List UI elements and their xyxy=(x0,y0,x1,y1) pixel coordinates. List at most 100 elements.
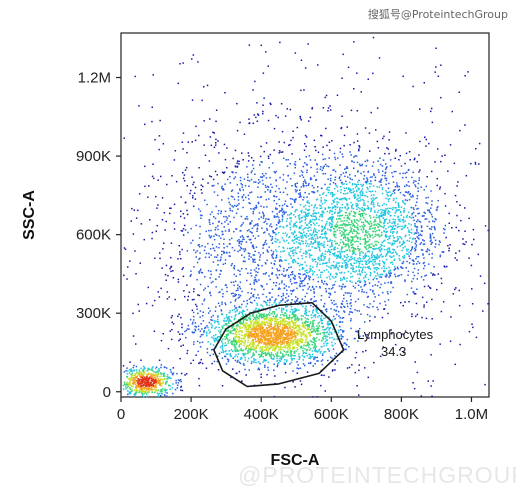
event-point xyxy=(398,188,400,191)
event-point xyxy=(273,171,276,173)
event-point xyxy=(430,385,432,387)
event-point xyxy=(278,359,281,362)
event-point xyxy=(281,280,283,282)
event-point xyxy=(229,355,232,357)
event-point xyxy=(311,325,313,328)
event-point xyxy=(316,330,319,333)
event-point xyxy=(304,295,306,298)
event-point xyxy=(160,366,162,369)
event-point xyxy=(182,267,184,269)
event-point xyxy=(386,291,389,293)
event-point xyxy=(216,174,218,176)
event-point xyxy=(256,302,258,305)
event-point xyxy=(195,224,197,227)
event-point xyxy=(360,286,362,288)
event-point xyxy=(275,304,277,306)
event-point xyxy=(396,253,398,256)
event-point xyxy=(296,309,298,311)
event-point xyxy=(291,273,294,275)
event-point xyxy=(167,274,169,277)
event-point xyxy=(377,281,380,283)
event-point xyxy=(349,276,352,278)
event-point xyxy=(413,387,416,390)
event-point xyxy=(307,314,309,317)
event-point xyxy=(358,264,360,267)
event-point xyxy=(266,249,268,251)
event-point xyxy=(309,355,312,358)
event-point xyxy=(416,208,418,210)
event-point xyxy=(278,260,281,262)
event-point xyxy=(327,228,329,231)
event-point xyxy=(245,196,247,199)
event-point xyxy=(268,167,270,169)
event-point xyxy=(293,311,296,313)
event-point xyxy=(297,257,299,260)
event-point xyxy=(123,247,126,249)
event-point xyxy=(305,242,307,245)
event-point xyxy=(297,367,300,370)
event-point xyxy=(275,274,278,276)
event-point xyxy=(199,233,201,235)
event-point xyxy=(328,222,331,224)
event-point xyxy=(329,105,331,107)
event-point xyxy=(318,246,321,249)
event-point xyxy=(311,270,313,272)
event-point xyxy=(394,265,396,268)
event-point xyxy=(402,260,405,263)
event-point xyxy=(275,203,278,205)
event-point xyxy=(314,356,316,358)
event-point xyxy=(238,319,240,321)
event-point xyxy=(284,187,287,189)
event-point xyxy=(314,203,317,206)
event-point xyxy=(301,220,303,222)
event-point xyxy=(252,315,254,318)
event-point xyxy=(341,214,344,217)
event-point xyxy=(266,316,268,318)
event-point xyxy=(357,261,360,263)
event-point xyxy=(381,215,383,218)
event-point xyxy=(256,227,259,230)
event-point xyxy=(250,296,252,299)
event-point xyxy=(339,164,341,166)
event-point xyxy=(375,243,377,246)
event-point xyxy=(344,306,346,308)
event-point xyxy=(294,249,296,251)
event-point xyxy=(179,253,181,256)
event-point xyxy=(359,251,361,253)
event-point xyxy=(301,354,304,357)
event-point xyxy=(199,341,201,344)
event-point xyxy=(243,194,245,196)
event-point xyxy=(351,178,353,181)
event-point xyxy=(240,230,242,232)
event-point xyxy=(158,359,161,361)
event-point xyxy=(144,391,147,394)
event-point xyxy=(312,322,315,325)
event-point xyxy=(401,267,403,269)
event-point xyxy=(364,160,367,163)
event-point xyxy=(394,343,397,346)
event-point xyxy=(470,264,473,267)
event-point xyxy=(254,288,256,291)
event-point xyxy=(138,371,141,373)
event-point xyxy=(205,252,208,255)
event-point xyxy=(124,248,127,251)
event-point xyxy=(333,200,335,203)
event-point xyxy=(385,171,387,174)
event-point xyxy=(373,198,375,201)
event-point xyxy=(252,245,254,247)
event-point xyxy=(388,247,391,249)
event-point xyxy=(150,369,152,371)
event-point xyxy=(220,258,222,261)
event-point xyxy=(255,278,257,281)
event-point xyxy=(372,197,374,199)
event-point xyxy=(229,255,231,257)
event-point xyxy=(326,210,329,213)
event-point xyxy=(190,242,192,244)
event-point xyxy=(350,305,353,307)
event-point xyxy=(292,358,294,360)
event-point xyxy=(382,255,384,258)
event-point xyxy=(312,238,314,240)
event-point xyxy=(320,319,322,322)
event-point xyxy=(431,298,433,301)
event-point xyxy=(257,317,260,320)
